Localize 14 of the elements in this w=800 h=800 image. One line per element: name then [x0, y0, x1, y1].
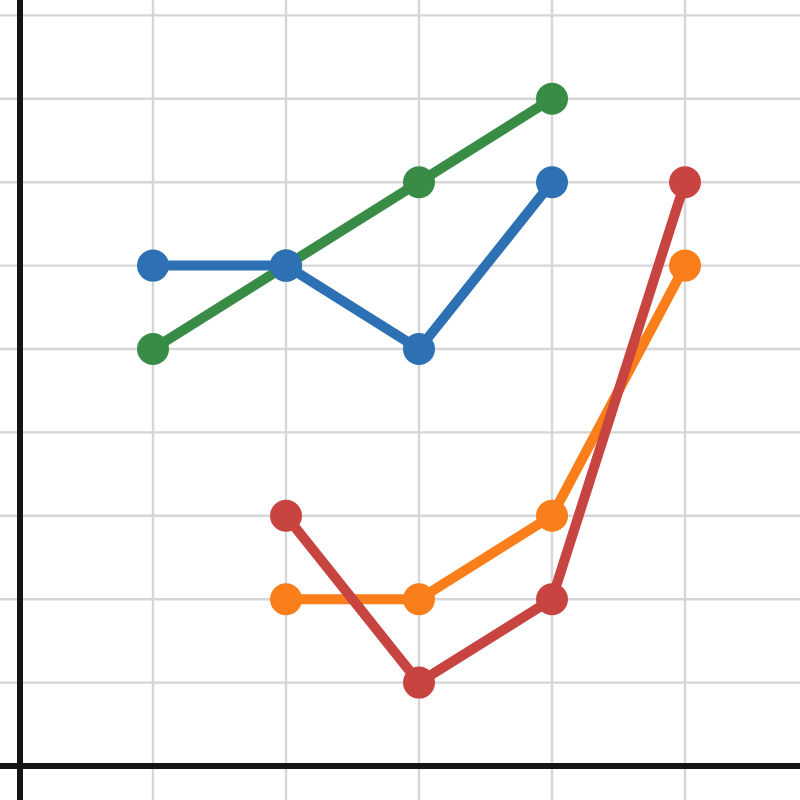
- point: [669, 166, 701, 199]
- point: [536, 166, 568, 199]
- point: [270, 499, 302, 532]
- point: [669, 249, 701, 282]
- point: [403, 666, 435, 699]
- point: [403, 333, 435, 365]
- point: [137, 249, 169, 282]
- point: [536, 82, 568, 115]
- point: [536, 499, 568, 532]
- point: [403, 583, 435, 616]
- point: [403, 166, 435, 199]
- point: [536, 583, 568, 616]
- point: [137, 333, 169, 365]
- point: [270, 583, 302, 616]
